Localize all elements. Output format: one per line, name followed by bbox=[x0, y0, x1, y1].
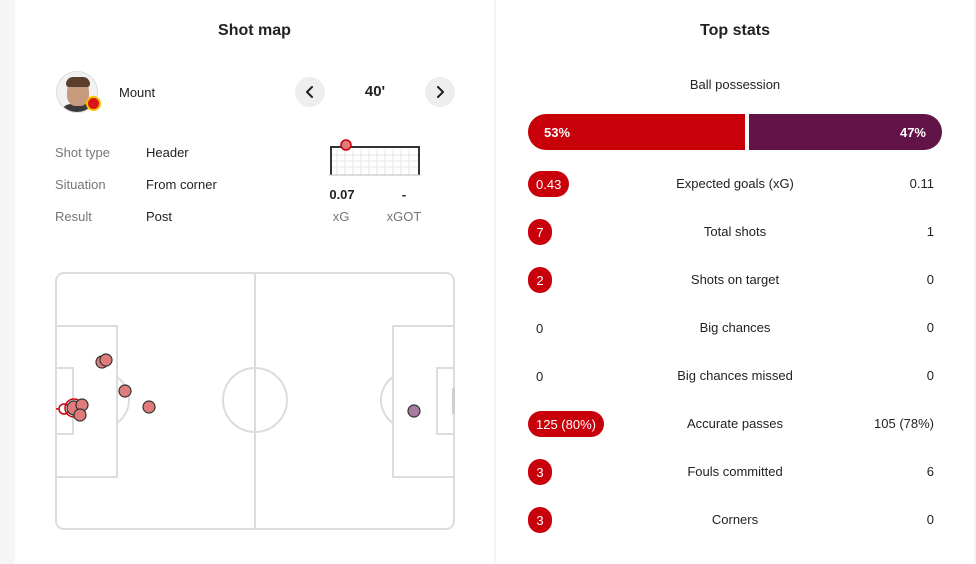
result-label: Result bbox=[55, 209, 92, 224]
possession-away-bar: 47% bbox=[749, 114, 942, 150]
center-circle bbox=[222, 367, 288, 433]
shot-marker[interactable] bbox=[407, 404, 421, 418]
stat-label: Big chances bbox=[699, 320, 771, 335]
stat-row: Shots on target 2 0 bbox=[528, 267, 942, 293]
stat-row: Total shots 7 1 bbox=[528, 219, 942, 245]
previous-shot-button[interactable] bbox=[295, 77, 325, 107]
possession-home-bar: 53% bbox=[528, 114, 745, 150]
stat-label: Big chances missed bbox=[677, 368, 793, 383]
shot-minute: 40' bbox=[364, 83, 386, 100]
xg-label: xG bbox=[332, 209, 350, 224]
stat-home-value: 125 (80%) bbox=[528, 411, 604, 437]
stat-home-value: 7 bbox=[528, 219, 552, 245]
stat-label: Total shots bbox=[703, 224, 767, 239]
shot-marker[interactable] bbox=[73, 408, 87, 422]
possession-home-value: 53% bbox=[544, 124, 571, 140]
left-six-yard-box bbox=[55, 367, 74, 435]
stat-away-value: 0 bbox=[926, 512, 934, 527]
right-penalty-box bbox=[392, 325, 455, 478]
right-six-yard-box bbox=[436, 367, 455, 435]
player-avatar[interactable] bbox=[56, 71, 98, 113]
goal-shot-marker bbox=[340, 139, 352, 151]
stat-label: Shots on target bbox=[690, 272, 780, 287]
stat-away-value: 0 bbox=[926, 320, 934, 335]
stat-label: Expected goals (xG) bbox=[676, 176, 794, 191]
pitch-map bbox=[55, 272, 455, 530]
shot-marker[interactable] bbox=[118, 384, 132, 398]
stat-home-value: 3 bbox=[528, 507, 552, 533]
possession-label: Ball possession bbox=[689, 77, 781, 92]
possession-away-value: 47% bbox=[899, 124, 926, 140]
stat-away-value: 0 bbox=[926, 368, 934, 383]
xg-value: 0.07 bbox=[329, 187, 355, 202]
top-stats-card: Top stats Ball possession 53% 47% Expect… bbox=[496, 0, 974, 564]
stat-away-value: 0.11 bbox=[909, 176, 934, 191]
next-shot-button[interactable] bbox=[425, 77, 455, 107]
result-value: Post bbox=[146, 209, 173, 224]
left-penalty-arc bbox=[116, 376, 130, 424]
right-penalty-arc bbox=[380, 376, 394, 424]
chevron-right-icon bbox=[437, 86, 444, 98]
stat-label: Accurate passes bbox=[686, 416, 784, 431]
stat-home-value: 0 bbox=[536, 320, 544, 336]
shot-marker[interactable] bbox=[142, 400, 156, 414]
situation-label: Situation bbox=[55, 177, 106, 192]
stat-home-value: 0 bbox=[536, 368, 544, 384]
xgot-label: xGOT bbox=[386, 209, 422, 224]
chevron-left-icon bbox=[306, 86, 313, 98]
stat-row: Expected goals (xG) 0.43 0.11 bbox=[528, 171, 942, 197]
situation-value: From corner bbox=[146, 177, 217, 192]
stat-home-value: 3 bbox=[528, 459, 552, 485]
shot-type-value: Header bbox=[146, 145, 189, 160]
player-name[interactable]: Mount bbox=[119, 85, 156, 100]
stat-row: Big chances missed 0 0 bbox=[528, 363, 942, 389]
team-badge-icon bbox=[86, 96, 101, 111]
stat-row: Big chances 0 0 bbox=[528, 315, 942, 341]
stat-row: Accurate passes 125 (80%) 105 (78%) bbox=[528, 411, 942, 437]
stat-away-value: 1 bbox=[926, 224, 934, 239]
shot-type-label: Shot type bbox=[55, 145, 110, 160]
top-stats-title: Top stats bbox=[700, 22, 770, 39]
stat-away-value: 6 bbox=[926, 464, 934, 479]
xgot-value: - bbox=[401, 187, 407, 202]
stat-row: Fouls committed 3 6 bbox=[528, 459, 942, 485]
stat-away-value: 0 bbox=[926, 272, 934, 287]
stat-label: Corners bbox=[711, 512, 759, 527]
goal-frame-icon bbox=[329, 139, 421, 176]
stat-row: Corners 3 0 bbox=[528, 507, 942, 533]
shot-marker[interactable] bbox=[99, 353, 113, 367]
stat-home-value: 0.43 bbox=[528, 171, 570, 197]
stat-label: Fouls committed bbox=[687, 464, 783, 479]
shot-map-card: Shot map Mount 40' Shot type Header Situ… bbox=[15, 0, 494, 564]
stat-home-value: 2 bbox=[528, 267, 552, 293]
shot-map-title: Shot map bbox=[218, 22, 291, 39]
stat-away-value: 105 (78%) bbox=[874, 416, 934, 431]
right-goal bbox=[452, 388, 455, 414]
